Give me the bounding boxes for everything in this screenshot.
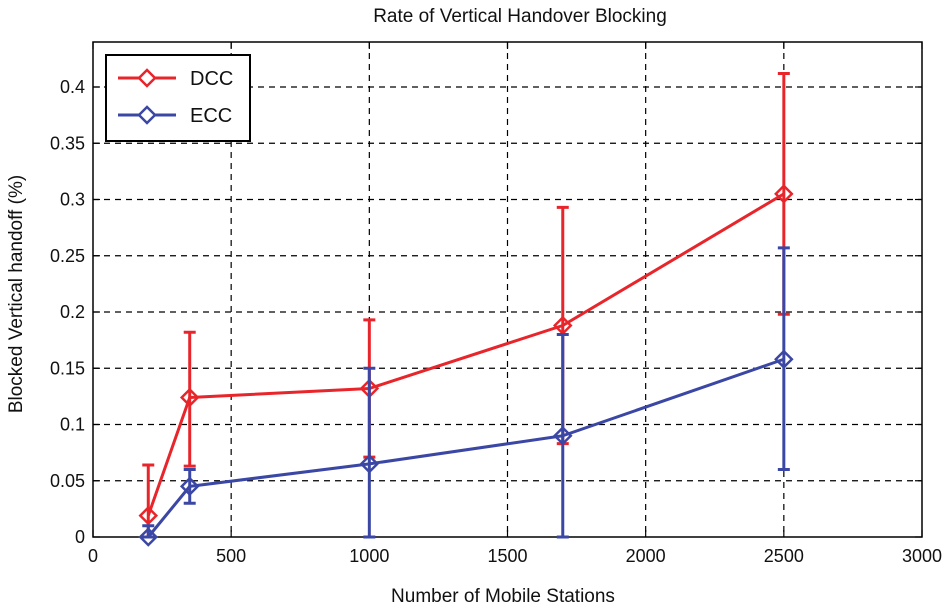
x-tick-label: 2500 xyxy=(764,546,804,566)
x-tick-label: 1500 xyxy=(487,546,527,566)
x-axis-label: Number of Mobile Stations xyxy=(391,586,615,607)
dcc-marker xyxy=(179,387,200,408)
ecc-marker xyxy=(774,349,794,370)
y-tick-label: 0.15 xyxy=(50,358,85,378)
ecc-marker xyxy=(138,527,159,547)
y-axis-label: Blocked Vertical handoff (%) xyxy=(6,175,27,413)
axes: 0 500 1000 1500 2000 2500 3000 0 0.05 0.1 0.15 0.2 0… xyxy=(50,42,942,566)
y-tick-label: 0.3 xyxy=(60,190,85,210)
legend-marker-ecc xyxy=(137,105,157,125)
y-tick-label: 0.1 xyxy=(60,415,85,435)
x-tick-label: 2000 xyxy=(626,546,666,566)
y-tick-label: 0.25 xyxy=(50,246,85,266)
chart-title: Rate of Vertical Handover Blocking xyxy=(373,6,667,27)
x-tick-label: 1000 xyxy=(349,546,389,566)
ecc-marker xyxy=(179,476,200,497)
legend-box xyxy=(105,54,251,142)
series-ecc xyxy=(138,246,794,547)
ecc-marker xyxy=(552,425,573,446)
y-tick-label: 0.4 xyxy=(60,77,85,97)
x-tick-label: 500 xyxy=(216,546,246,566)
x-tick-label: 3000 xyxy=(902,546,942,566)
legend-label-ecc: ECC xyxy=(190,105,232,127)
y-tick-label: 0 xyxy=(75,527,85,547)
legend: DCC ECC xyxy=(105,54,251,142)
legend-marker-dcc xyxy=(137,68,157,88)
y-tick-label: 0.2 xyxy=(60,302,85,322)
x-tick-label: 0 xyxy=(88,546,98,566)
dcc-marker xyxy=(774,184,794,204)
y-tick-label: 0.35 xyxy=(50,133,85,153)
dcc-marker xyxy=(138,505,159,526)
y-tick-label: 0.05 xyxy=(50,471,85,491)
ecc-marker xyxy=(359,454,380,474)
series-group xyxy=(138,72,794,547)
legend-label-dcc: DCC xyxy=(190,68,233,90)
